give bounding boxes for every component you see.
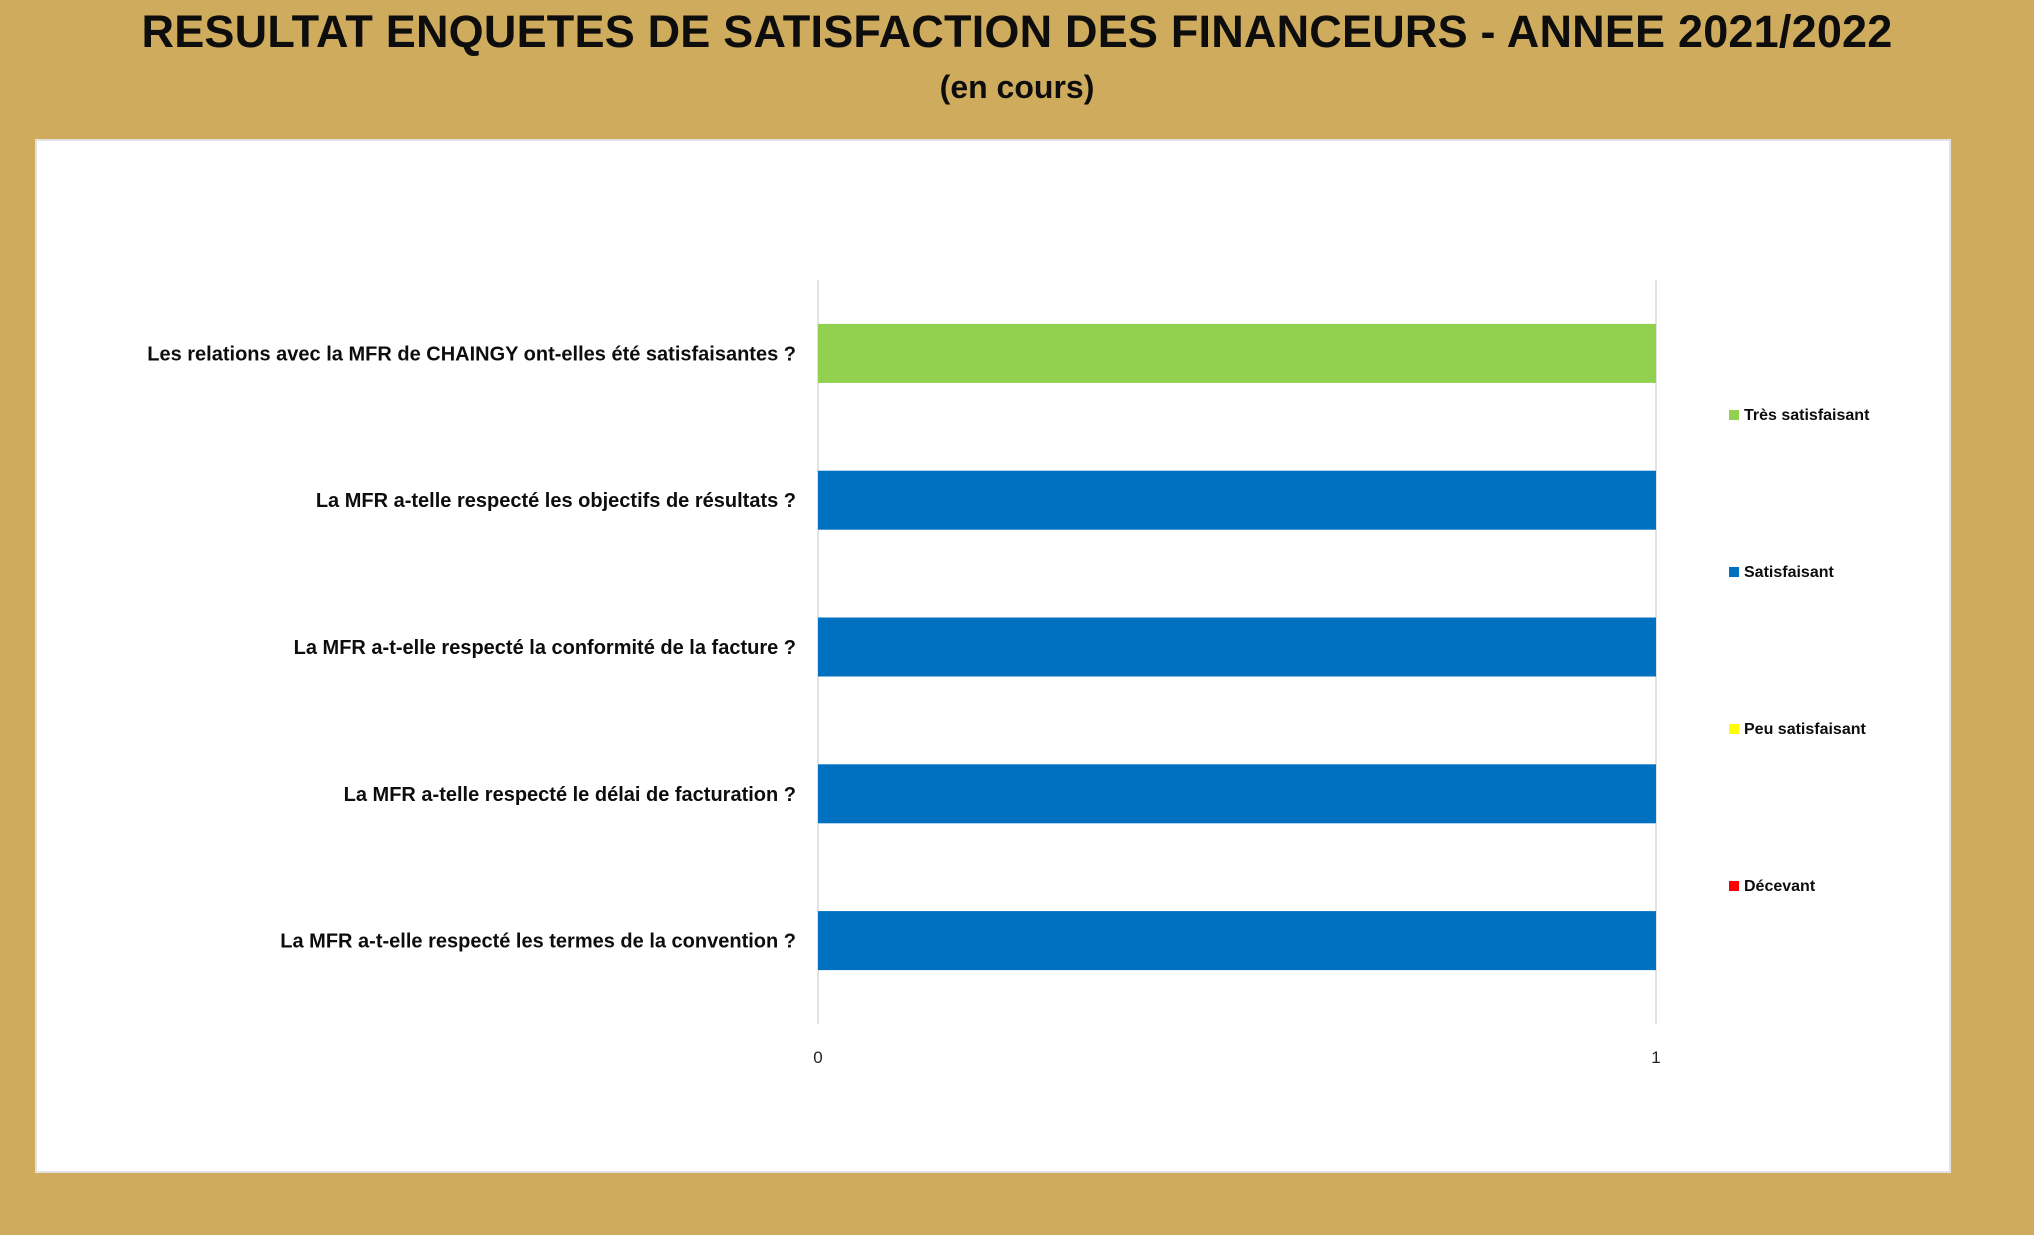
legend-label: Peu satisfaisant	[1744, 721, 1867, 738]
x-tick-label: 0	[813, 1048, 822, 1067]
chart-panel: Les relations avec la MFR de CHAINGY ont…	[35, 139, 1951, 1173]
category-label: Les relations avec la MFR de CHAINGY ont…	[147, 343, 796, 365]
legend-item: Peu satisfaisant	[1729, 721, 1867, 738]
category-label: La MFR a-telle respecté les objectifs de…	[316, 490, 796, 512]
bar	[818, 617, 1656, 677]
x-tick-label: 1	[1651, 1048, 1660, 1067]
stacked-bar-chart: Les relations avec la MFR de CHAINGY ont…	[147, 280, 1870, 1067]
category-label: La MFR a-t-elle respecté les termes de l…	[280, 931, 796, 953]
legend-item: Satisfaisant	[1729, 564, 1834, 581]
legend-label: Satisfaisant	[1744, 564, 1834, 581]
bar	[818, 323, 1656, 383]
page-subtitle: (en cours)	[939, 69, 1095, 105]
legend-item: Très satisfaisant	[1729, 407, 1870, 424]
bar	[818, 911, 1656, 971]
category-label: La MFR a-t-elle respecté la conformité d…	[294, 637, 796, 659]
legend-label: Très satisfaisant	[1744, 407, 1870, 424]
legend-label: Décevant	[1744, 878, 1816, 895]
legend: Très satisfaisant Satisfaisant Peu satisfa…	[1729, 407, 1870, 895]
bar	[818, 470, 1656, 530]
legend-swatch	[1729, 410, 1739, 420]
bar-layer	[818, 323, 1656, 971]
legend-item: Décevant	[1729, 878, 1816, 895]
legend-swatch	[1729, 567, 1739, 577]
bar	[818, 764, 1656, 824]
legend-swatch	[1729, 881, 1739, 891]
legend-swatch	[1729, 724, 1739, 734]
category-label-layer: Les relations avec la MFR de CHAINGY ont…	[147, 343, 796, 952]
page-title: RESULTAT ENQUETES DE SATISFACTION DES FI…	[141, 6, 1893, 57]
category-label: La MFR a-telle respecté le délai de fact…	[344, 784, 796, 806]
